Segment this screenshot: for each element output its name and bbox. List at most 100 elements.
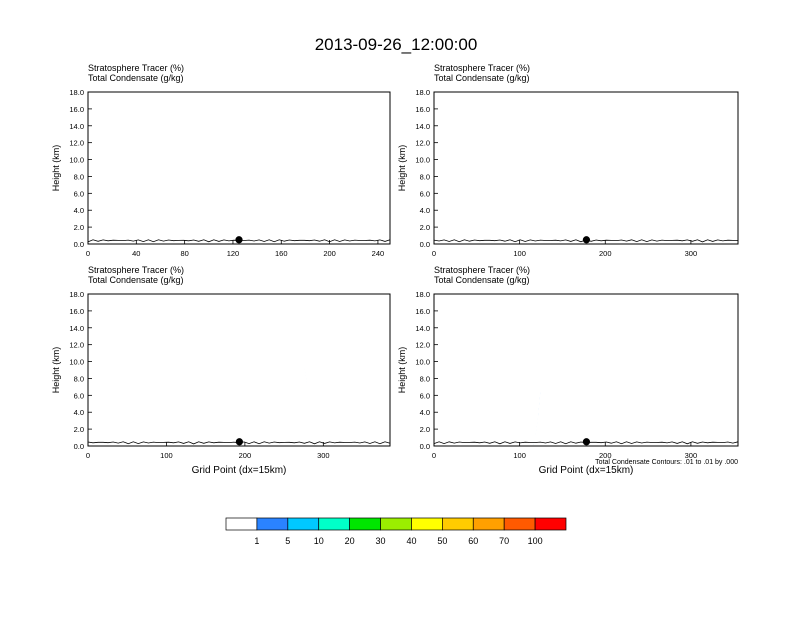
tracer-band-0: [434, 92, 738, 191]
y-tick-label: 8.0: [420, 374, 430, 383]
y-tick-label: 10.0: [415, 358, 430, 367]
colorbar-swatch: [318, 517, 350, 531]
location-marker: [235, 438, 243, 446]
colorbar-swatch: [534, 517, 567, 531]
panel-var1-label: Stratosphere Tracer (%): [88, 265, 184, 275]
y-tick-label: 10.0: [69, 156, 84, 165]
tracer-band-below-1: [88, 140, 390, 244]
panel-south-north: Stratosphere Tracer (%)Total Condensate …: [51, 63, 391, 258]
y-tick-label: 0.0: [74, 240, 84, 249]
colorbar-label: 5: [285, 536, 290, 546]
plot-frame: [433, 293, 739, 447]
x-tick-label: 0: [432, 451, 436, 460]
y-tick-label: 6.0: [74, 189, 84, 198]
y-axis-title: Height (km): [51, 347, 61, 394]
plot-frame: [433, 91, 739, 245]
x-tick-label: 240: [372, 249, 385, 258]
y-tick-label: 2.0: [74, 425, 84, 434]
panel-sw-ne: Stratosphere Tracer (%)Total Condensate …: [397, 63, 739, 258]
y-tick-label: 6.0: [420, 391, 430, 400]
panel-var2-label: Total Condensate (g/kg): [88, 275, 184, 285]
colorbar: 1 5 10 20 30 40 50 60 70 100: [225, 517, 567, 546]
y-tick-label: 12.0: [69, 341, 84, 350]
y-tick-label: 16.0: [415, 105, 430, 114]
x-tick-label: 120: [227, 249, 240, 258]
y-tick-label: 8.0: [74, 374, 84, 383]
colorbar-label: 60: [468, 536, 478, 546]
x-axis-title: Grid Point (dx=15km): [192, 465, 287, 476]
y-tick-label: 18.0: [415, 290, 430, 299]
panel-var1-label: Stratosphere Tracer (%): [434, 265, 530, 275]
colorbar-swatch: [287, 517, 320, 531]
y-tick-label: 12.0: [69, 139, 84, 148]
section-name-label: NW-SE: [470, 301, 503, 312]
tracer-band-0: [434, 294, 738, 446]
colorbar-label: 10: [314, 536, 324, 546]
x-tick-label: 100: [513, 249, 526, 258]
location-marker: [582, 236, 591, 244]
y-tick-label: 4.0: [74, 408, 84, 417]
panel-var1-label: Stratosphere Tracer (%): [434, 63, 530, 73]
x-tick-label: 200: [239, 451, 252, 460]
panel-var1-label: Stratosphere Tracer (%): [88, 63, 184, 73]
y-tick-label: 10.0: [415, 156, 430, 165]
colorbar-label: 20: [345, 536, 355, 546]
plot-frame: [87, 293, 391, 447]
panel-var2-label: Total Condensate (g/kg): [434, 275, 530, 285]
y-tick-label: 4.0: [420, 206, 430, 215]
colorbar-swatch: [380, 517, 412, 531]
panel-var2-label: Total Condensate (g/kg): [434, 73, 530, 83]
colorbar-label: 100: [528, 536, 543, 546]
y-tick-label: 12.0: [415, 341, 430, 350]
y-axis-title: Height (km): [397, 347, 407, 394]
x-tick-label: 80: [180, 249, 188, 258]
y-tick-label: 6.0: [74, 391, 84, 400]
colorbar-swatch: [225, 517, 258, 531]
y-tick-label: 14.0: [69, 324, 84, 333]
x-tick-label: 200: [599, 451, 612, 460]
y-tick-label: 14.0: [415, 122, 430, 131]
colorbar-swatch: [442, 517, 474, 531]
colorbar-swatch: [411, 517, 443, 531]
panel-west-east: Stratosphere Tracer (%)Total Condensate …: [51, 265, 391, 476]
y-tick-label: 12.0: [415, 139, 430, 148]
colorbar-swatch: [503, 517, 536, 531]
y-tick-label: 8.0: [420, 172, 430, 181]
y-axis-title: Height (km): [397, 145, 407, 192]
x-tick-label: 200: [323, 249, 336, 258]
y-tick-label: 10.0: [69, 358, 84, 367]
colorbar-label: 50: [437, 536, 447, 546]
y-tick-label: 4.0: [74, 206, 84, 215]
panel-var2-label: Total Condensate (g/kg): [88, 73, 184, 83]
y-tick-label: 8.0: [74, 172, 84, 181]
colorbar-label: 1: [254, 536, 259, 546]
section-name-label: SW-NE: [470, 99, 503, 110]
y-tick-label: 16.0: [69, 105, 84, 114]
y-tick-label: 0.0: [420, 240, 430, 249]
tracer-band-0: [88, 92, 390, 206]
colorbar-label: 70: [499, 536, 509, 546]
x-tick-label: 160: [275, 249, 288, 258]
y-tick-label: 6.0: [420, 189, 430, 198]
y-axis-title: Height (km): [51, 145, 61, 192]
y-tick-label: 0.0: [74, 442, 84, 451]
tracer-band-below-1: [434, 141, 738, 244]
colorbar-label: 40: [406, 536, 416, 546]
colorbar-swatch: [472, 517, 505, 531]
x-tick-label: 200: [599, 249, 612, 258]
plot-frame: [87, 91, 391, 245]
y-tick-label: 0.0: [420, 442, 430, 451]
colorbar-swatch: [349, 517, 381, 531]
section-name-label: West-East: [124, 301, 170, 312]
contour-note: Total Condensate Contours: .01 to .01 by…: [595, 459, 738, 466]
colorbar-swatch: [256, 517, 289, 531]
y-tick-label: 16.0: [69, 307, 84, 316]
y-tick-label: 18.0: [415, 88, 430, 97]
section-name-label: South-North: [124, 99, 178, 110]
y-tick-label: 14.0: [415, 324, 430, 333]
x-tick-label: 300: [685, 451, 698, 460]
tracer-band-0: [88, 294, 390, 408]
y-tick-label: 18.0: [69, 88, 84, 97]
y-tick-label: 18.0: [69, 290, 84, 299]
